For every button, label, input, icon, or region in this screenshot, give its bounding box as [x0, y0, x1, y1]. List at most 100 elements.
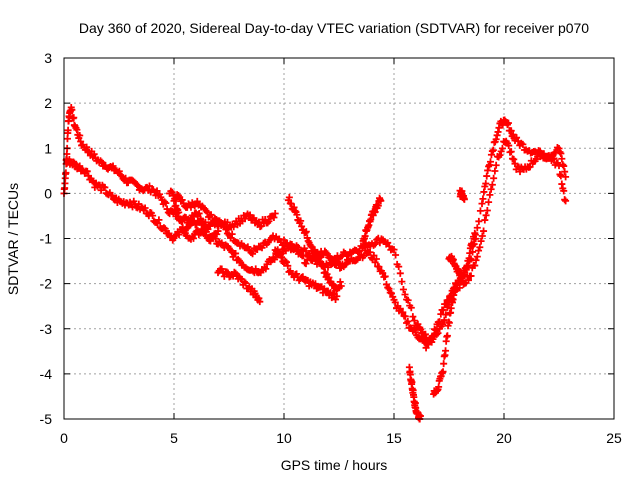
data-point — [74, 163, 82, 171]
data-point — [249, 250, 257, 258]
data-point — [341, 261, 349, 269]
data-point — [424, 340, 432, 348]
series-i — [405, 363, 424, 423]
data-point — [265, 217, 273, 225]
data-point — [287, 200, 295, 208]
x-axis-label: GPS time / hours — [281, 457, 388, 473]
data-point — [487, 151, 495, 159]
data-point — [396, 305, 404, 313]
data-point — [64, 126, 72, 134]
x-tick-label: 10 — [276, 430, 292, 446]
data-point — [223, 218, 231, 226]
data-point — [115, 167, 123, 175]
data-point — [302, 260, 310, 268]
data-point — [557, 150, 565, 158]
data-point — [399, 285, 407, 293]
series-g — [271, 246, 341, 303]
data-point — [473, 253, 481, 261]
data-point — [242, 279, 250, 287]
data-point — [510, 155, 518, 163]
data-point — [256, 298, 264, 306]
data-point — [108, 192, 116, 200]
data-point — [335, 259, 343, 267]
y-tick-label: -2 — [40, 276, 53, 292]
data-point — [168, 188, 176, 196]
data-point — [440, 360, 448, 368]
data-point — [271, 210, 279, 218]
y-axis-label: SDTVAR / TECUs — [5, 183, 21, 295]
y-tick-label: 1 — [44, 140, 52, 156]
data-point — [223, 268, 231, 276]
data-point — [475, 217, 483, 225]
series-k — [445, 229, 479, 282]
data-point — [398, 278, 406, 286]
data-point — [329, 289, 337, 297]
data-point — [467, 272, 475, 280]
data-point — [440, 316, 448, 324]
data-point — [244, 243, 252, 251]
series-e — [214, 265, 264, 306]
data-point — [161, 225, 169, 233]
series-c — [166, 187, 279, 232]
data-point — [375, 263, 383, 271]
series-l — [456, 187, 468, 203]
data-point — [325, 274, 333, 282]
data-point — [207, 211, 215, 219]
data-point — [311, 280, 319, 288]
data-point — [483, 172, 491, 180]
data-point — [117, 171, 125, 179]
data-point — [452, 279, 460, 287]
data-point — [78, 166, 86, 174]
data-point — [513, 134, 521, 142]
data-point — [486, 191, 494, 199]
data-point — [442, 300, 450, 308]
data-point — [472, 256, 480, 264]
data-point — [447, 304, 455, 312]
data-point — [175, 208, 183, 216]
data-point — [293, 270, 301, 278]
data-point — [396, 269, 404, 277]
data-point — [486, 161, 494, 169]
series-b — [62, 137, 570, 352]
data-point — [464, 276, 472, 284]
data-point — [442, 347, 450, 355]
data-point — [285, 193, 293, 201]
y-tick-label: -5 — [40, 411, 53, 427]
data-point — [167, 187, 175, 195]
data-point — [307, 242, 315, 250]
data-point — [284, 262, 292, 270]
data-point — [318, 261, 326, 269]
data-point — [311, 246, 319, 254]
data-point — [214, 227, 222, 235]
data-point — [476, 207, 484, 215]
data-point — [178, 217, 186, 225]
data-point — [251, 290, 259, 298]
data-point — [249, 215, 257, 223]
data-point — [195, 209, 203, 217]
data-point — [162, 199, 170, 207]
data-point — [315, 253, 323, 261]
data-point — [283, 258, 291, 266]
data-point — [451, 286, 459, 294]
data-point — [299, 251, 307, 259]
data-point — [555, 162, 563, 170]
data-point — [262, 265, 270, 273]
data-point — [487, 185, 495, 193]
data-point — [160, 224, 168, 232]
data-point — [409, 313, 417, 321]
data-point — [479, 195, 487, 203]
data-point — [290, 203, 298, 211]
data-point — [562, 197, 570, 205]
data-point — [435, 383, 443, 391]
data-point — [555, 145, 563, 153]
data-point — [384, 284, 392, 292]
x-tick-label: 25 — [606, 430, 622, 446]
x-tick-label: 15 — [386, 430, 402, 446]
data-point — [480, 227, 488, 235]
data-point — [421, 330, 429, 338]
data-point — [550, 154, 558, 162]
data-point — [371, 240, 379, 248]
data-point — [282, 247, 290, 255]
